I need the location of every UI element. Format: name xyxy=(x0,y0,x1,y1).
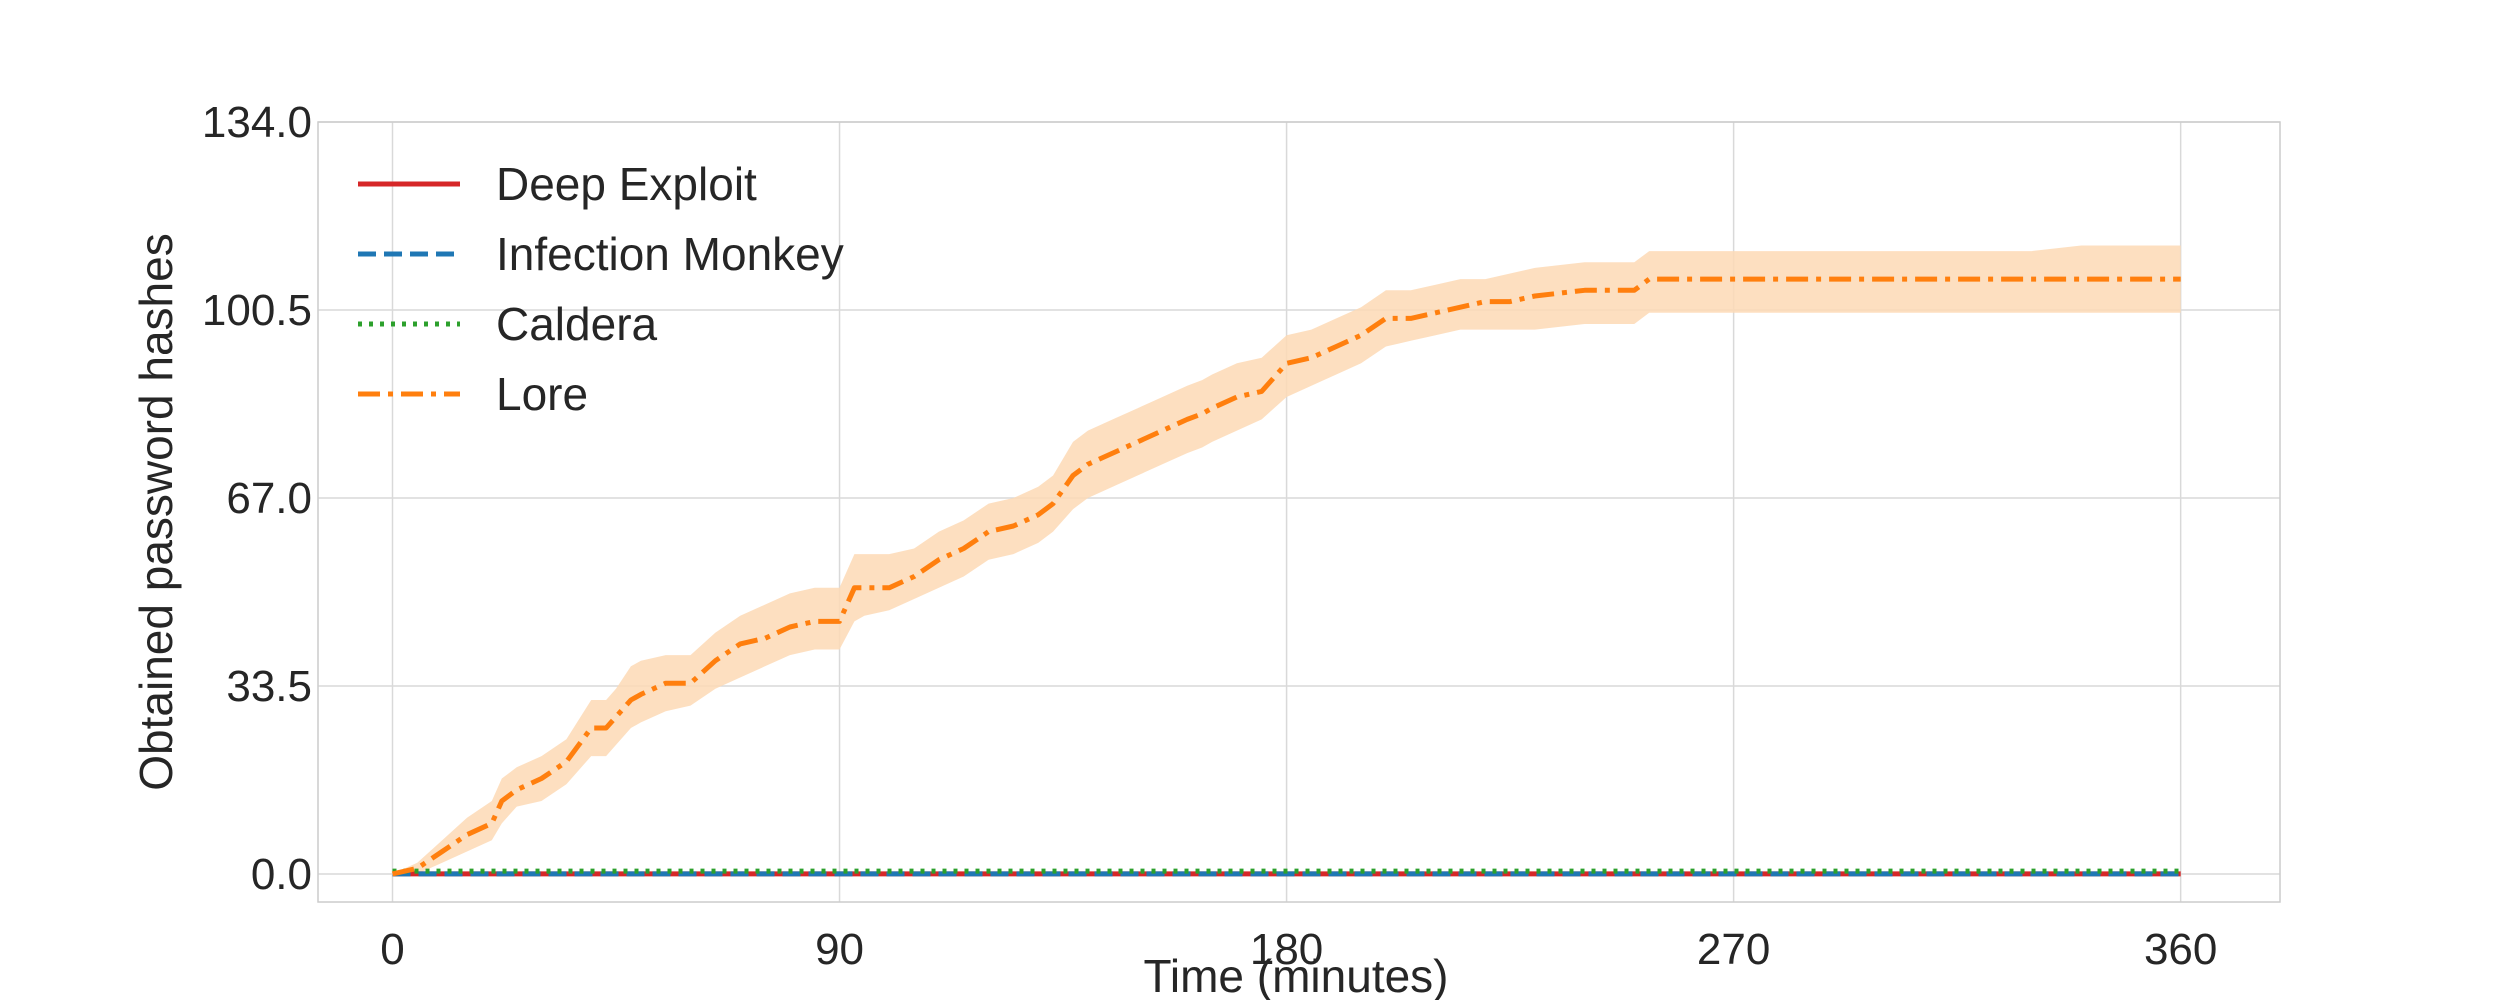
legend: Deep Exploit Infection Monkey Caldera Lore xyxy=(358,158,844,420)
y-tick-labels: 0.0 33.5 67.0 100.5 134.0 xyxy=(202,98,312,899)
y-tick-label: 134.0 xyxy=(202,98,312,147)
y-tick-label: 33.5 xyxy=(226,662,312,711)
series-line-3 xyxy=(391,276,2181,877)
x-tick-label: 360 xyxy=(2144,925,2217,974)
x-axis-label: Time (minutes) xyxy=(1144,950,1449,1000)
legend-label: Lore xyxy=(496,368,588,420)
x-tick-labels: 0 90 180 270 360 xyxy=(380,925,2217,974)
confidence-bands xyxy=(392,245,2181,874)
plot-frame xyxy=(317,121,2281,903)
y-tick-label: 67.0 xyxy=(226,474,312,523)
series-lines xyxy=(391,276,2181,877)
legend-label: Deep Exploit xyxy=(496,158,757,210)
x-tick-label: 180 xyxy=(1250,925,1323,974)
legend-label: Caldera xyxy=(496,298,658,350)
x-tick-label: 90 xyxy=(815,925,864,974)
y-tick-label: 100.5 xyxy=(202,286,312,335)
confidence-band-3 xyxy=(392,245,2181,874)
x-tick-label: 0 xyxy=(380,925,404,974)
legend-label: Infection Monkey xyxy=(496,228,844,280)
y-tick-label: 0.0 xyxy=(251,850,312,899)
y-axis-label: Obtained password hashes xyxy=(130,233,182,790)
x-tick-label: 270 xyxy=(1697,925,1770,974)
